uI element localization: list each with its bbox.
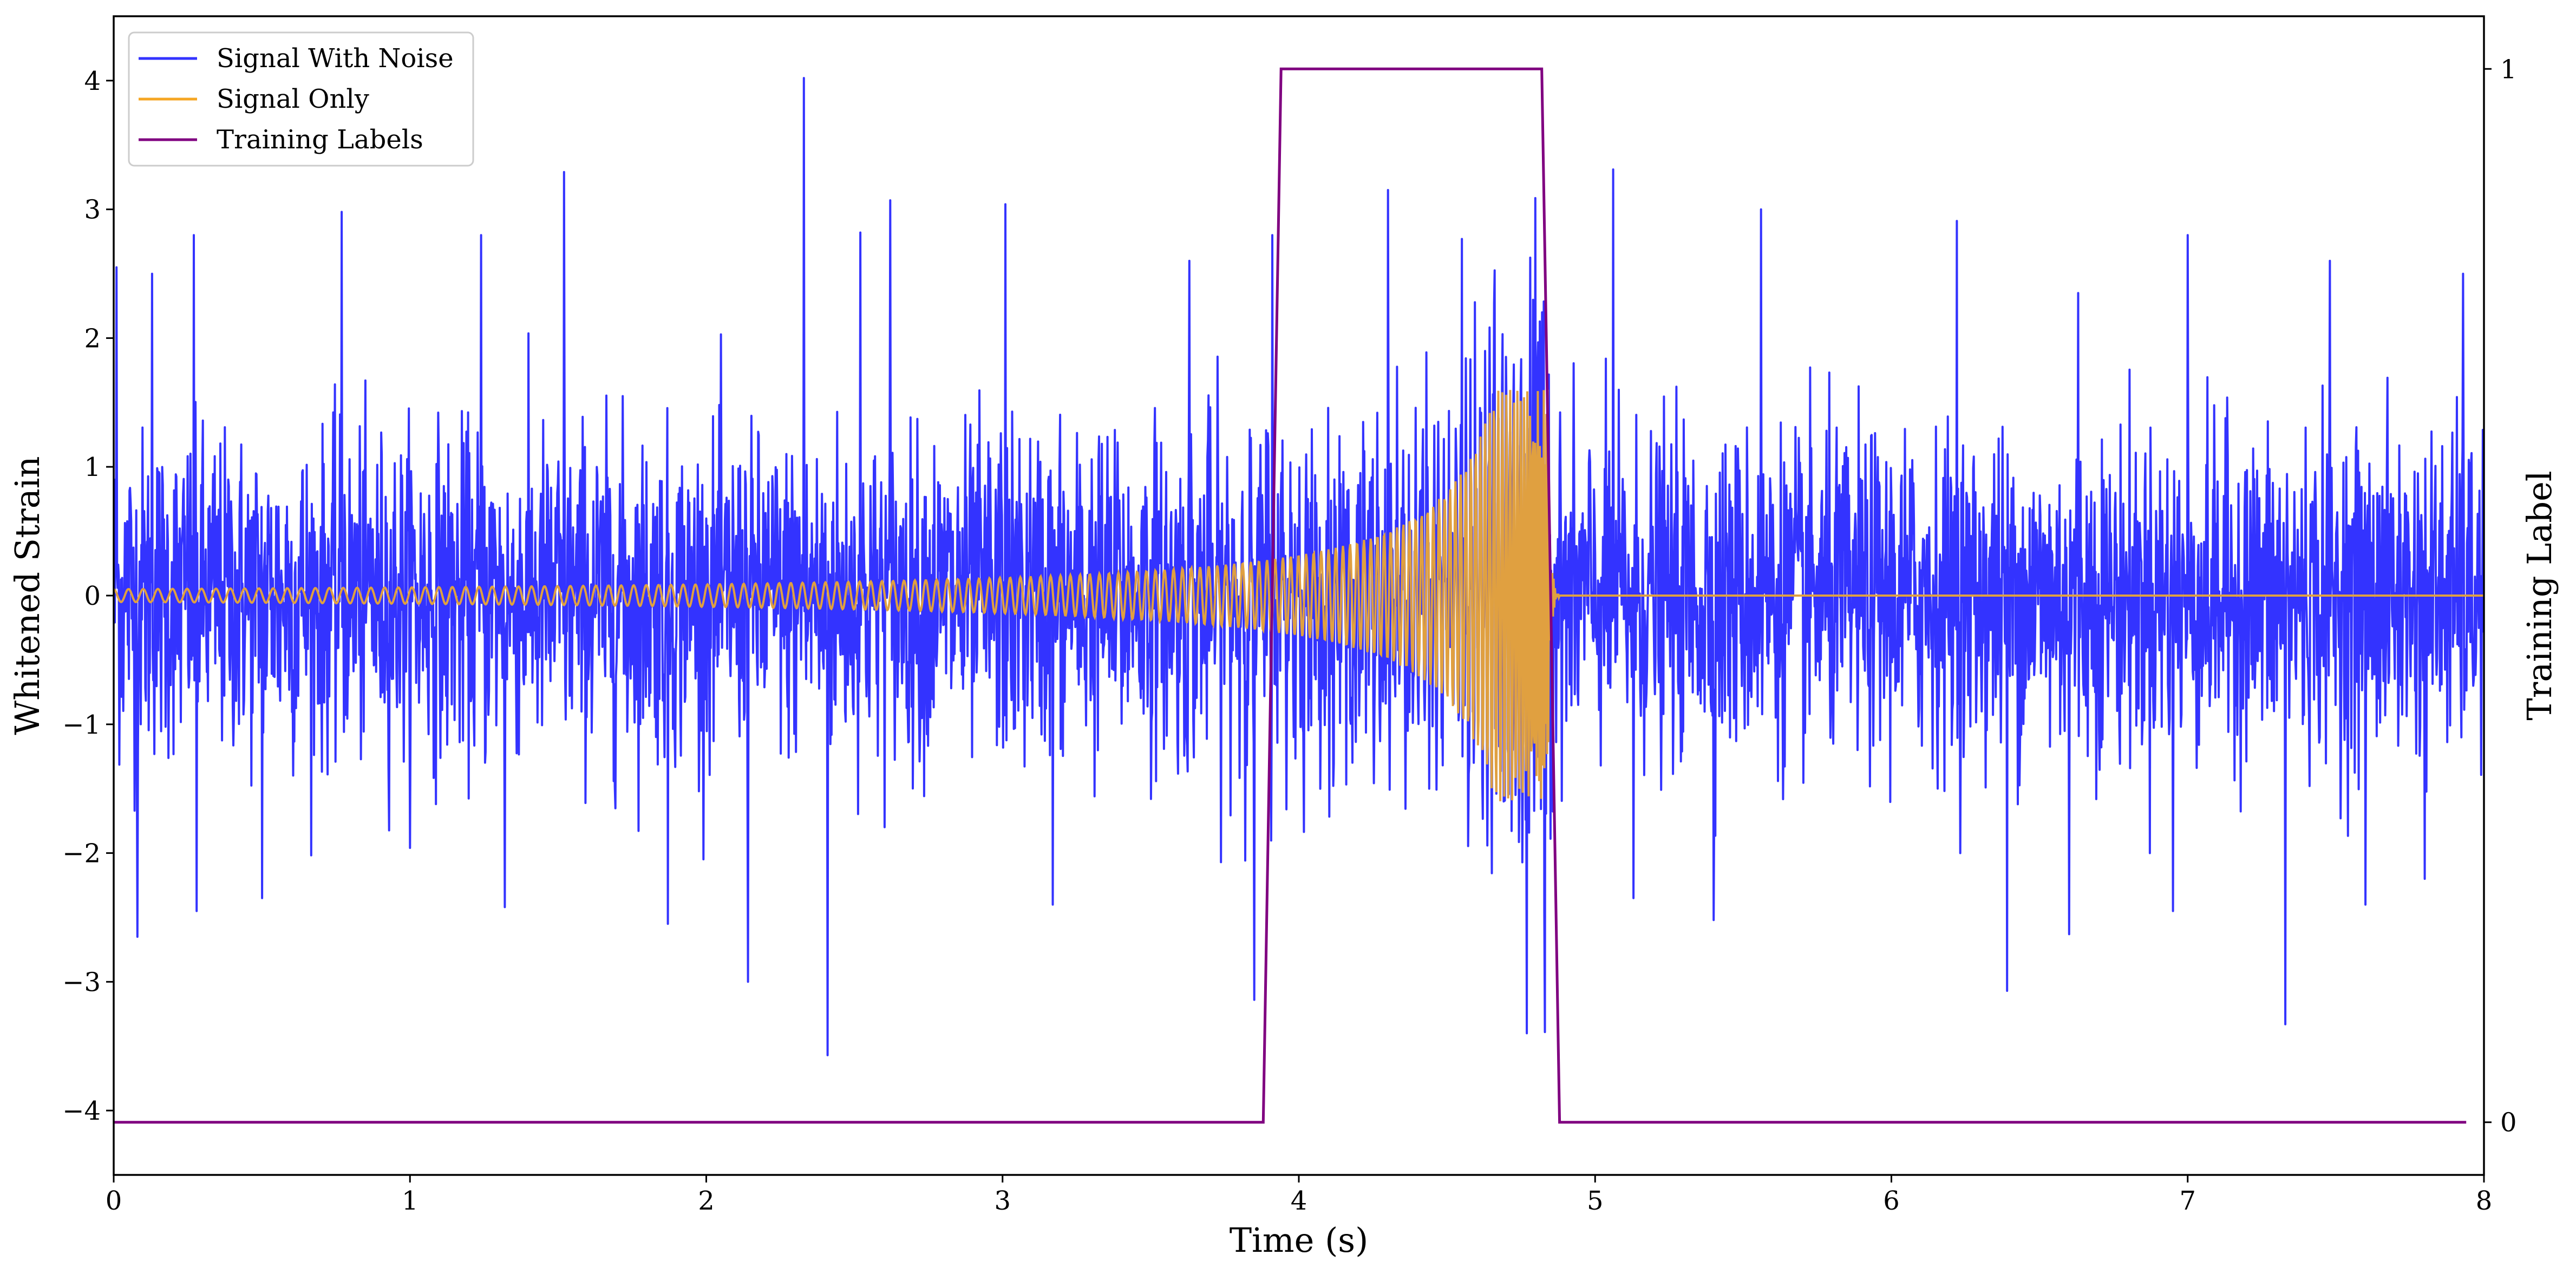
signal-with-noise-series — [114, 77, 2484, 1056]
y-tick-label: 1 — [84, 452, 101, 482]
y2-tick-label: 0 — [2500, 1108, 2517, 1138]
y-tick-label: −3 — [62, 967, 101, 997]
x-axis-title: Time (s) — [1230, 1220, 1369, 1260]
legend-label: Signal Only — [217, 84, 369, 114]
y2-tick-label: 1 — [2500, 54, 2517, 84]
y-axis-left: −4 −3 −2 −1 0 1 2 3 4 — [62, 66, 114, 1126]
x-tick-label: 8 — [2476, 1186, 2493, 1216]
x-tick-label: 1 — [402, 1186, 419, 1216]
legend: Signal With Noise Signal Only Training Lab… — [128, 31, 474, 167]
y-tick-label: −1 — [62, 710, 101, 740]
y-tick-label: 2 — [84, 323, 101, 354]
x-tick-label: 7 — [2179, 1186, 2196, 1216]
training-labels-line — [114, 67, 2467, 1124]
x-tick-label: 4 — [1291, 1186, 1307, 1216]
x-tick-label: 5 — [1587, 1186, 1604, 1216]
x-tick-label: 3 — [994, 1186, 1011, 1216]
y-axis-right: 01 — [2484, 54, 2517, 1138]
signal-only-line — [114, 389, 2484, 801]
signal-with-noise-line — [114, 77, 2484, 1056]
training-labels-series — [114, 67, 2467, 1124]
signal-only-series — [114, 389, 2484, 801]
x-axis: 0 1 2 3 4 5 6 7 8 — [106, 1175, 2493, 1216]
y-tick-label: −2 — [62, 839, 101, 869]
legend-label: Training Labels — [217, 125, 423, 155]
legend-box — [128, 31, 474, 167]
y-axis-title: Whitened Strain — [8, 456, 47, 735]
y-tick-label: −4 — [62, 1096, 101, 1126]
y-tick-label: 4 — [84, 66, 101, 96]
y-tick-label: 0 — [84, 581, 101, 611]
x-tick-label: 2 — [698, 1186, 715, 1216]
legend-label: Signal With Noise — [217, 43, 454, 74]
y2-axis-title: Training Label — [2520, 471, 2559, 720]
x-tick-label: 6 — [1883, 1186, 1900, 1216]
y-tick-label: 3 — [84, 195, 101, 225]
x-tick-label: 0 — [106, 1186, 122, 1216]
